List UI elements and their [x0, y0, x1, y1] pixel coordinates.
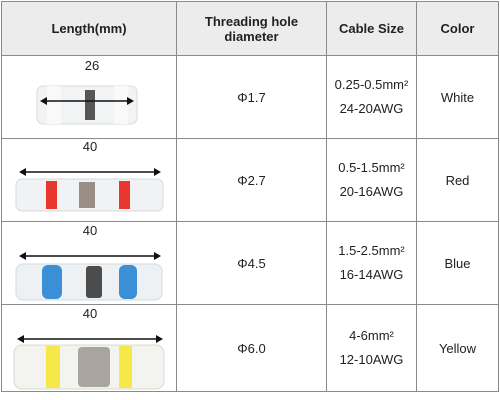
- diameter-cell: Φ4.5: [176, 221, 327, 305]
- cable-size: 4-6mm²: [349, 328, 394, 343]
- cable-size: 1.5-2.5mm²: [338, 243, 405, 258]
- header-cell: Length(mm): [1, 1, 177, 56]
- header-cell: Threading hole diameter: [176, 1, 327, 56]
- ring: [119, 265, 137, 299]
- sleeve-image: 40: [15, 139, 164, 212]
- cable-cell: 0.25-0.5mm² 24-20AWG: [326, 55, 417, 139]
- row: 40 Φ2.7 0.5-1.5mm² 20-16AWG Red: [1, 138, 499, 222]
- ring: [114, 86, 128, 124]
- solder-band: [86, 266, 102, 298]
- header-cell: Cable Size: [326, 1, 417, 56]
- cable-awg: 24-20AWG: [339, 101, 404, 116]
- solder-band: [78, 347, 110, 387]
- length-label: 40: [83, 223, 97, 238]
- cable-awg: 16-14AWG: [339, 267, 404, 282]
- ring: [119, 346, 132, 388]
- row: 40 Φ6.0 4-6mm² 12-10AWG Yellow: [1, 304, 499, 392]
- cable-awg: 12-10AWG: [339, 352, 404, 367]
- length-label: 26: [85, 58, 99, 73]
- row: 26 Φ1.7 0.25-0.5mm² 24-20AWG White: [1, 55, 499, 139]
- color-cell: Blue: [416, 221, 499, 305]
- sleeve-image: 26: [36, 58, 138, 125]
- cable-awg: 20-16AWG: [339, 184, 404, 199]
- length-cell: 40: [1, 138, 177, 222]
- cable-size: 0.25-0.5mm²: [334, 77, 409, 92]
- solder-band: [79, 182, 95, 208]
- spec-table: Length(mm) Threading hole diameter Cable…: [1, 1, 499, 392]
- solder-band: [85, 90, 95, 120]
- ring: [42, 265, 62, 299]
- cable-cell: 1.5-2.5mm² 16-14AWG: [326, 221, 417, 305]
- row: 40 Φ4.5 1.5-2.5mm² 16-14AWG Blue: [1, 221, 499, 305]
- ring: [47, 86, 61, 124]
- cable-cell: 0.5-1.5mm² 20-16AWG: [326, 138, 417, 222]
- color-cell: Red: [416, 138, 499, 222]
- color-cell: White: [416, 55, 499, 139]
- sleeve-image: 40: [13, 306, 165, 390]
- sleeve-image: 40: [15, 223, 163, 301]
- length-cell: 40: [1, 221, 177, 305]
- diameter-cell: Φ1.7: [176, 55, 327, 139]
- ring: [46, 346, 60, 388]
- header-row: Length(mm) Threading hole diameter Cable…: [1, 1, 499, 56]
- color-cell: Yellow: [416, 304, 499, 392]
- cable-size: 0.5-1.5mm²: [338, 160, 405, 175]
- length-cell: 40: [1, 304, 177, 392]
- cable-cell: 4-6mm² 12-10AWG: [326, 304, 417, 392]
- ring: [46, 181, 57, 209]
- length-label: 40: [83, 139, 97, 154]
- length-label: 40: [83, 306, 97, 321]
- diameter-cell: Φ6.0: [176, 304, 327, 392]
- ring: [119, 181, 130, 209]
- length-cell: 26: [1, 55, 177, 139]
- diameter-cell: Φ2.7: [176, 138, 327, 222]
- header-cell: Color: [416, 1, 499, 56]
